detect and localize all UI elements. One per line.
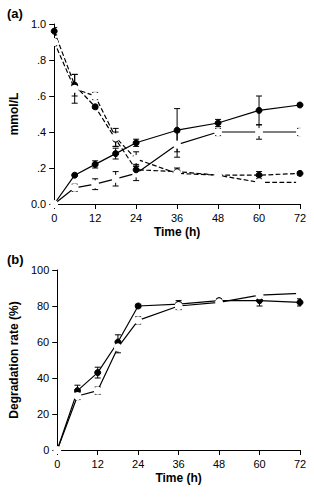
- svg-text:12: 12: [92, 458, 104, 470]
- svg-text:(b): (b): [7, 252, 24, 267]
- svg-text:100: 100: [31, 264, 49, 276]
- svg-text:80: 80: [37, 300, 49, 312]
- svg-text:1.0: 1.0: [31, 18, 46, 30]
- svg-text:.8: .8: [37, 54, 46, 66]
- svg-text:12: 12: [89, 212, 101, 224]
- svg-text:0: 0: [43, 444, 49, 456]
- svg-text:.6: .6: [37, 90, 46, 102]
- svg-text:24: 24: [132, 458, 144, 470]
- svg-text:48: 48: [213, 458, 225, 470]
- svg-text:36: 36: [171, 212, 183, 224]
- svg-text:(a): (a): [7, 6, 23, 21]
- svg-text:60: 60: [253, 458, 265, 470]
- svg-text:60: 60: [253, 212, 265, 224]
- svg-text:Degradation rate (%): Degradation rate (%): [7, 301, 21, 418]
- svg-text:0: 0: [51, 212, 57, 224]
- svg-text:0.0: 0.0: [31, 198, 46, 210]
- svg-text:mmol/L: mmol/L: [7, 93, 21, 136]
- svg-text:.4: .4: [37, 126, 46, 138]
- svg-text:20: 20: [37, 408, 49, 420]
- svg-text:60: 60: [37, 336, 49, 348]
- svg-text:.2: .2: [37, 162, 46, 174]
- svg-text:40: 40: [37, 372, 49, 384]
- svg-text:Time (h): Time (h): [155, 471, 201, 485]
- svg-text:72: 72: [294, 212, 306, 224]
- svg-text:72: 72: [294, 458, 306, 470]
- svg-text:0: 0: [54, 458, 60, 470]
- svg-text:24: 24: [130, 212, 142, 224]
- svg-text:36: 36: [173, 458, 185, 470]
- svg-text:Time (h): Time (h): [154, 225, 200, 239]
- svg-text:48: 48: [212, 212, 224, 224]
